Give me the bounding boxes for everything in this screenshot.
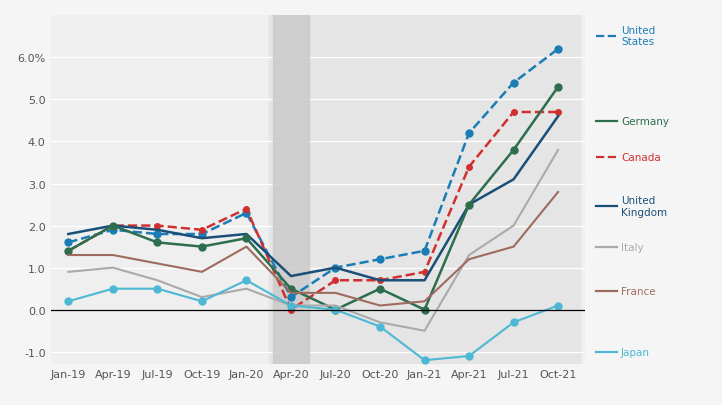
Text: Germany: Germany xyxy=(621,117,669,126)
Text: United
Kingdom: United Kingdom xyxy=(621,196,667,217)
Text: Italy: Italy xyxy=(621,242,643,252)
Text: Canada: Canada xyxy=(621,153,661,163)
Bar xyxy=(269,16,580,364)
Text: Japan: Japan xyxy=(621,347,650,357)
Text: France: France xyxy=(621,287,656,296)
Bar xyxy=(273,16,309,364)
Text: United
States: United States xyxy=(621,26,655,47)
